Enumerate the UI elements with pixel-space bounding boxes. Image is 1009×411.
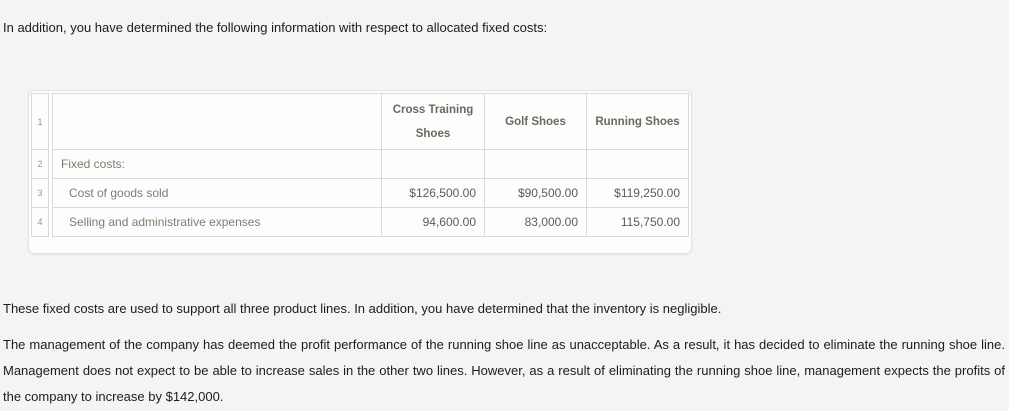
column-header-cross-training-shoes: Cross Training Shoes [382, 93, 485, 150]
row-number: 2 [31, 150, 49, 179]
column-header-running-shoes: Running Shoes [587, 93, 689, 150]
cell-value: 94,600.00 [382, 208, 485, 237]
intro-paragraph: In addition, you have determined the fol… [3, 20, 548, 35]
column-header-golf-shoes: Golf Shoes [485, 93, 587, 150]
cell-value: $90,500.00 [485, 179, 587, 208]
row-label: Selling and administrative expenses [52, 208, 382, 237]
body-paragraph: These fixed costs are used to support al… [3, 301, 722, 316]
body-paragraph: The management of the company has deemed… [3, 337, 1005, 404]
row-number: 4 [31, 208, 49, 237]
cell-value: 115,750.00 [587, 208, 689, 237]
gutter-spacer [49, 150, 52, 179]
cell-value [485, 150, 587, 179]
cell-value: $119,250.00 [587, 179, 689, 208]
row-label: Fixed costs: [52, 150, 382, 179]
cell-value: $126,500.00 [382, 179, 485, 208]
row-number: 1 [31, 93, 49, 150]
corner-cell [52, 93, 382, 150]
cell-value: 83,000.00 [485, 208, 587, 237]
gutter-spacer [49, 93, 52, 150]
cell-value [587, 150, 689, 179]
spreadsheet-panel: 1 Cross Training Shoes Golf Shoes Runnin… [28, 90, 692, 254]
cell-value [382, 150, 485, 179]
gutter-spacer [49, 208, 52, 237]
row-label: Cost of goods sold [52, 179, 382, 208]
spreadsheet-grid: 1 Cross Training Shoes Golf Shoes Runnin… [31, 93, 689, 237]
gutter-spacer [49, 179, 52, 208]
row-number: 3 [31, 179, 49, 208]
